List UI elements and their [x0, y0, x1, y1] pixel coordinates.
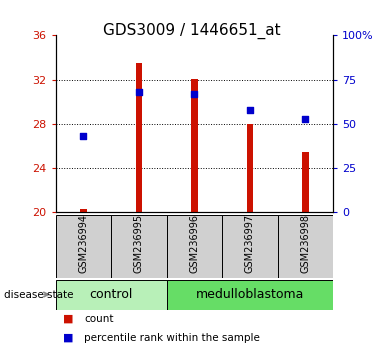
Bar [222, 215, 278, 278]
Text: percentile rank within the sample: percentile rank within the sample [84, 333, 260, 343]
Text: GSM236996: GSM236996 [189, 214, 200, 273]
Bar [167, 215, 222, 278]
Bar [302, 152, 309, 212]
Text: GSM236998: GSM236998 [300, 214, 311, 273]
Text: ■: ■ [63, 314, 74, 324]
Text: control: control [89, 288, 133, 301]
Text: count: count [84, 314, 114, 324]
Bar [80, 209, 87, 212]
Bar [56, 280, 167, 310]
Point [247, 107, 253, 113]
Text: disease state: disease state [4, 290, 73, 299]
Bar [136, 63, 142, 212]
Point [303, 116, 309, 121]
Bar [56, 215, 111, 278]
Text: medulloblastoma: medulloblastoma [196, 288, 304, 301]
Bar [247, 124, 253, 212]
Text: GSM236994: GSM236994 [78, 214, 88, 273]
Text: ■: ■ [63, 333, 74, 343]
Text: GSM236997: GSM236997 [245, 214, 255, 273]
Bar [167, 280, 333, 310]
Text: GSM236995: GSM236995 [134, 214, 144, 273]
Bar [278, 215, 333, 278]
Bar [111, 215, 167, 278]
Point [136, 89, 142, 95]
Point [80, 133, 87, 139]
Bar [191, 79, 198, 212]
Point [192, 91, 198, 97]
Text: GDS3009 / 1446651_at: GDS3009 / 1446651_at [103, 23, 280, 39]
